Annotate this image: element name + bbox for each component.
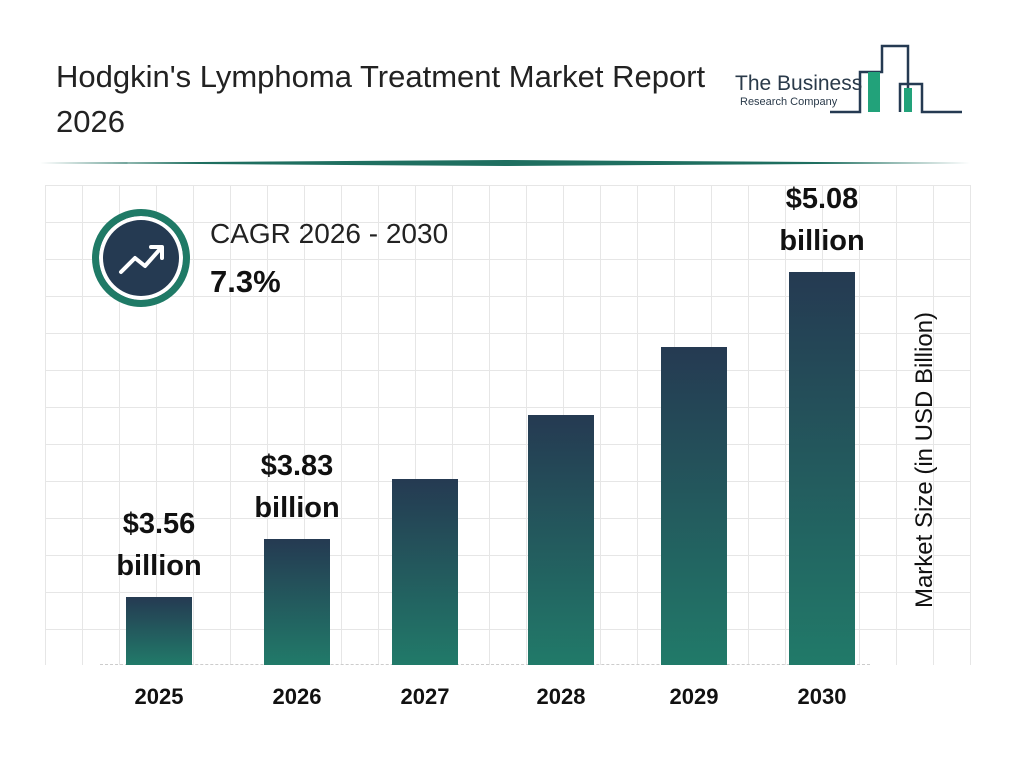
bar-2028: [528, 415, 594, 665]
company-logo: The Business Research Company: [730, 44, 970, 119]
bar-2030: [789, 272, 855, 665]
x-tick-label: 2027: [400, 684, 450, 709]
x-tick-label: 2026: [272, 684, 322, 709]
bar-2025: [126, 596, 192, 665]
y-axis-label: Market Size (in USD Billion): [911, 311, 938, 609]
x-axis-baseline: [100, 664, 870, 665]
cagr-badge: [92, 209, 190, 307]
x-tick-label: 2025: [134, 684, 184, 709]
page-title: Hodgkin's Lymphoma Treatment Market Repo…: [56, 59, 706, 139]
data-label-2026: $3.83 billion: [254, 449, 340, 524]
data-label-2025: $3.56 billion: [116, 507, 202, 582]
x-tick-label: 2029: [669, 684, 719, 709]
cagr-value: 7.3%: [210, 264, 281, 299]
logo-text-line2: Research Company: [740, 96, 838, 108]
logo-text-line1: The Business: [735, 72, 863, 95]
trend-up-icon: [119, 245, 164, 274]
x-tick-label: 2030: [797, 684, 847, 709]
logo-buildings-icon: [830, 44, 962, 114]
cagr-label: CAGR 2026 - 2030: [210, 218, 449, 249]
header-divider: [40, 160, 970, 166]
bar-2027: [392, 479, 458, 665]
data-label-2030: $5.08 billion: [779, 183, 865, 257]
bar-2029: [661, 346, 727, 665]
bar-2026: [264, 538, 330, 665]
x-tick-label: 2028: [536, 684, 586, 709]
